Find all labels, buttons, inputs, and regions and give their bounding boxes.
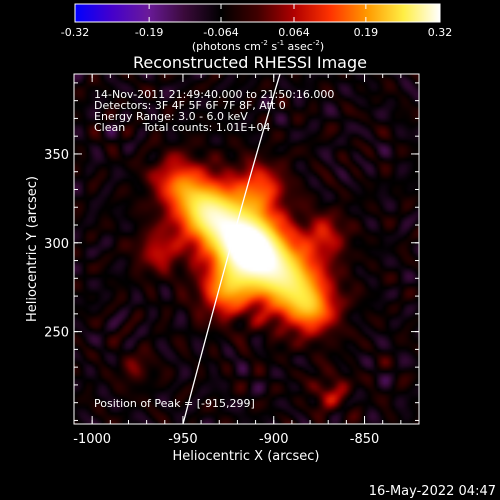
colorbar-tick-label: -0.32 (61, 26, 89, 39)
colorbar: -0.32 -0.19 -0.064 0.064 0.19 0.32 (photons c… (61, 3, 452, 53)
colorbar-ticks: -0.32 -0.19 -0.064 0.064 0.19 0.32 (61, 4, 452, 39)
info-line-time: 14-Nov-2011 21:49:40.000 to 21:50:16.000 (94, 88, 334, 101)
x-tick-label: -950 (168, 432, 198, 447)
colorbar-units: (photons cm-2 s-1 asec-2) (192, 39, 324, 53)
colorbar-tick-label: 0.064 (278, 26, 310, 39)
image-title: Reconstructed RHESSI Image (133, 53, 367, 72)
colorbar-tick-label: -0.19 (135, 26, 163, 39)
rhessi-heatmap (74, 74, 419, 424)
x-tick-label: -1000 (73, 432, 111, 447)
footer-timestamp: 16-May-2022 04:47 (369, 484, 496, 499)
colorbar-tick-label: 0.32 (428, 26, 453, 39)
y-tick-label: 300 (44, 237, 69, 252)
y-tick-label: 350 (44, 148, 69, 163)
plot-area (74, 74, 419, 424)
axis-ticks: -1000 -950 -900 -850 250 300 350 (44, 74, 419, 447)
peak-position-label: Position of Peak = [-915,299] (94, 397, 255, 410)
info-line-energy: Energy Range: 3.0 - 6.0 keV (94, 110, 248, 123)
solar-limb (182, 74, 281, 424)
info-line-clean: Clean Total counts: 1.01E+04 (94, 121, 271, 134)
x-tick-label: -900 (259, 432, 289, 447)
colorbar-tick-label: 0.19 (354, 26, 379, 39)
plot-frame (73, 73, 420, 425)
y-axis-title: Heliocentric Y (arcsec) (25, 176, 40, 322)
colorbar-gradient (74, 3, 441, 23)
x-tick-label: -850 (350, 432, 380, 447)
info-line-detectors: Detectors: 3F 4F 5F 6F 7F 8F, Att 0 (94, 99, 286, 112)
x-axis-title: Heliocentric X (arcsec) (173, 449, 320, 464)
colorbar-tick-label: -0.064 (203, 26, 238, 39)
y-tick-label: 250 (44, 326, 69, 341)
info-block: 14-Nov-2011 21:49:40.000 to 21:50:16.000… (94, 88, 334, 134)
